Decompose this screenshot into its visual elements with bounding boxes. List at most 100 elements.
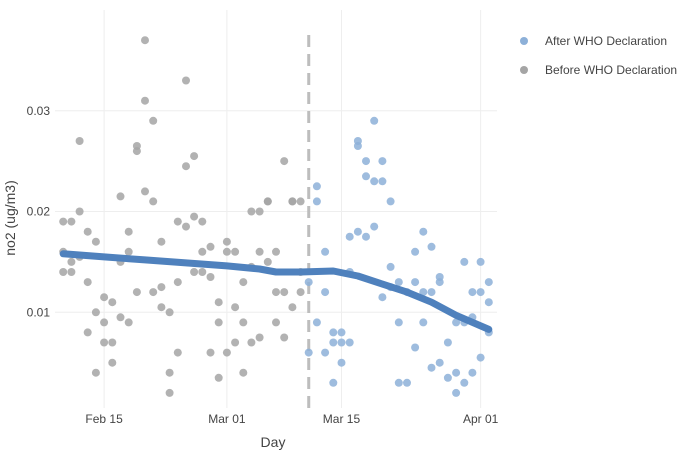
before-declaration-point[interactable] — [100, 338, 109, 347]
before-declaration-point[interactable] — [239, 368, 248, 377]
before-declaration-point[interactable] — [231, 338, 240, 347]
before-declaration-point[interactable] — [132, 147, 141, 156]
after-declaration-point[interactable] — [411, 343, 420, 352]
before-declaration-point[interactable] — [222, 237, 231, 246]
after-declaration-point[interactable] — [386, 262, 395, 271]
before-declaration-point[interactable] — [214, 298, 223, 307]
after-declaration-point[interactable] — [378, 157, 387, 166]
before-declaration-point[interactable] — [182, 222, 190, 231]
after-declaration-point[interactable] — [353, 227, 362, 236]
before-declaration-point[interactable] — [206, 273, 215, 281]
after-declaration-point[interactable] — [411, 247, 420, 256]
before-declaration-point[interactable] — [255, 333, 264, 342]
before-declaration-point[interactable] — [231, 303, 240, 312]
before-declaration-point[interactable] — [190, 212, 199, 221]
after-declaration-point[interactable] — [419, 288, 428, 297]
before-declaration-point[interactable] — [247, 207, 256, 216]
before-declaration-point[interactable] — [108, 358, 117, 367]
after-declaration-point[interactable] — [476, 257, 485, 266]
before-declaration-point[interactable] — [198, 217, 207, 226]
after-declaration-point[interactable] — [411, 278, 420, 287]
after-declaration-point[interactable] — [460, 378, 469, 387]
before-declaration-point[interactable] — [100, 293, 109, 302]
after-declaration-point[interactable] — [435, 278, 444, 287]
after-declaration-point[interactable] — [312, 318, 321, 327]
before-declaration-point[interactable] — [149, 288, 158, 297]
after-declaration-point[interactable] — [419, 227, 428, 236]
after-declaration-point[interactable] — [329, 338, 338, 347]
before-declaration-point[interactable] — [59, 217, 68, 226]
after-declaration-point[interactable] — [394, 318, 403, 327]
before-declaration-point[interactable] — [165, 388, 174, 397]
before-declaration-point[interactable] — [272, 247, 280, 256]
after-declaration-point[interactable] — [468, 368, 477, 377]
after-declaration-point[interactable] — [353, 142, 362, 150]
before-declaration-point[interactable] — [222, 348, 231, 357]
before-declaration-point[interactable] — [67, 257, 76, 266]
before-declaration-point[interactable] — [255, 207, 264, 216]
after-declaration-point[interactable] — [304, 348, 313, 357]
after-declaration-point[interactable] — [312, 197, 321, 206]
before-declaration-point[interactable] — [182, 76, 190, 85]
after-declaration-point[interactable] — [337, 338, 346, 347]
before-declaration-point[interactable] — [91, 308, 100, 317]
before-declaration-point[interactable] — [67, 268, 76, 276]
before-declaration-point[interactable] — [149, 197, 158, 206]
after-declaration-point[interactable] — [452, 368, 461, 377]
before-declaration-point[interactable] — [108, 338, 117, 347]
before-declaration-point[interactable] — [182, 162, 190, 171]
after-declaration-point[interactable] — [484, 298, 493, 307]
before-declaration-point[interactable] — [149, 116, 158, 125]
before-declaration-point[interactable] — [157, 283, 166, 292]
after-declaration-point[interactable] — [370, 222, 379, 231]
before-declaration-point[interactable] — [83, 278, 92, 287]
after-declaration-point[interactable] — [337, 358, 346, 367]
before-declaration-point[interactable] — [173, 348, 182, 357]
before-declaration-point[interactable] — [108, 298, 117, 307]
before-declaration-point[interactable] — [206, 242, 215, 251]
after-declaration-point[interactable] — [443, 338, 452, 347]
before-declaration-point[interactable] — [83, 227, 92, 236]
before-declaration-point[interactable] — [83, 328, 92, 337]
before-declaration-point[interactable] — [67, 217, 76, 226]
before-declaration-point[interactable] — [124, 247, 133, 256]
before-declaration-point[interactable] — [222, 247, 231, 256]
after-declaration-point[interactable] — [362, 232, 370, 241]
before-declaration-point[interactable] — [190, 268, 199, 276]
before-declaration-point[interactable] — [255, 247, 264, 256]
before-declaration-point[interactable] — [173, 278, 182, 287]
before-declaration-point[interactable] — [141, 36, 149, 45]
after-declaration-point[interactable] — [452, 318, 461, 327]
before-declaration-point[interactable] — [157, 237, 166, 246]
before-declaration-point[interactable] — [190, 152, 199, 161]
before-declaration-point[interactable] — [239, 278, 248, 287]
after-declaration-point[interactable] — [345, 338, 354, 347]
before-declaration-point[interactable] — [100, 318, 109, 327]
before-declaration-point[interactable] — [263, 257, 272, 266]
before-declaration-point[interactable] — [231, 247, 240, 256]
before-declaration-point[interactable] — [272, 318, 280, 327]
after-declaration-point[interactable] — [435, 358, 444, 367]
after-declaration-point[interactable] — [484, 278, 493, 287]
before-declaration-point[interactable] — [214, 373, 223, 382]
before-declaration-point[interactable] — [214, 318, 223, 327]
after-declaration-point[interactable] — [386, 197, 395, 206]
before-declaration-point[interactable] — [59, 268, 68, 276]
after-declaration-point[interactable] — [370, 177, 379, 186]
before-declaration-point[interactable] — [132, 288, 141, 297]
before-declaration-point[interactable] — [165, 368, 174, 377]
before-declaration-point[interactable] — [198, 268, 207, 276]
after-declaration-point[interactable] — [321, 247, 330, 256]
after-declaration-point[interactable] — [403, 378, 411, 387]
before-declaration-point[interactable] — [173, 217, 182, 226]
after-declaration-point[interactable] — [476, 353, 485, 362]
after-declaration-point[interactable] — [362, 157, 370, 166]
before-declaration-point[interactable] — [296, 288, 305, 297]
after-declaration-point[interactable] — [427, 363, 436, 372]
after-declaration-point[interactable] — [460, 257, 469, 266]
before-declaration-point[interactable] — [75, 207, 84, 216]
after-declaration-point[interactable] — [394, 278, 403, 287]
after-declaration-point[interactable] — [345, 232, 354, 241]
before-declaration-point[interactable] — [206, 348, 215, 357]
before-declaration-point[interactable] — [198, 247, 207, 256]
